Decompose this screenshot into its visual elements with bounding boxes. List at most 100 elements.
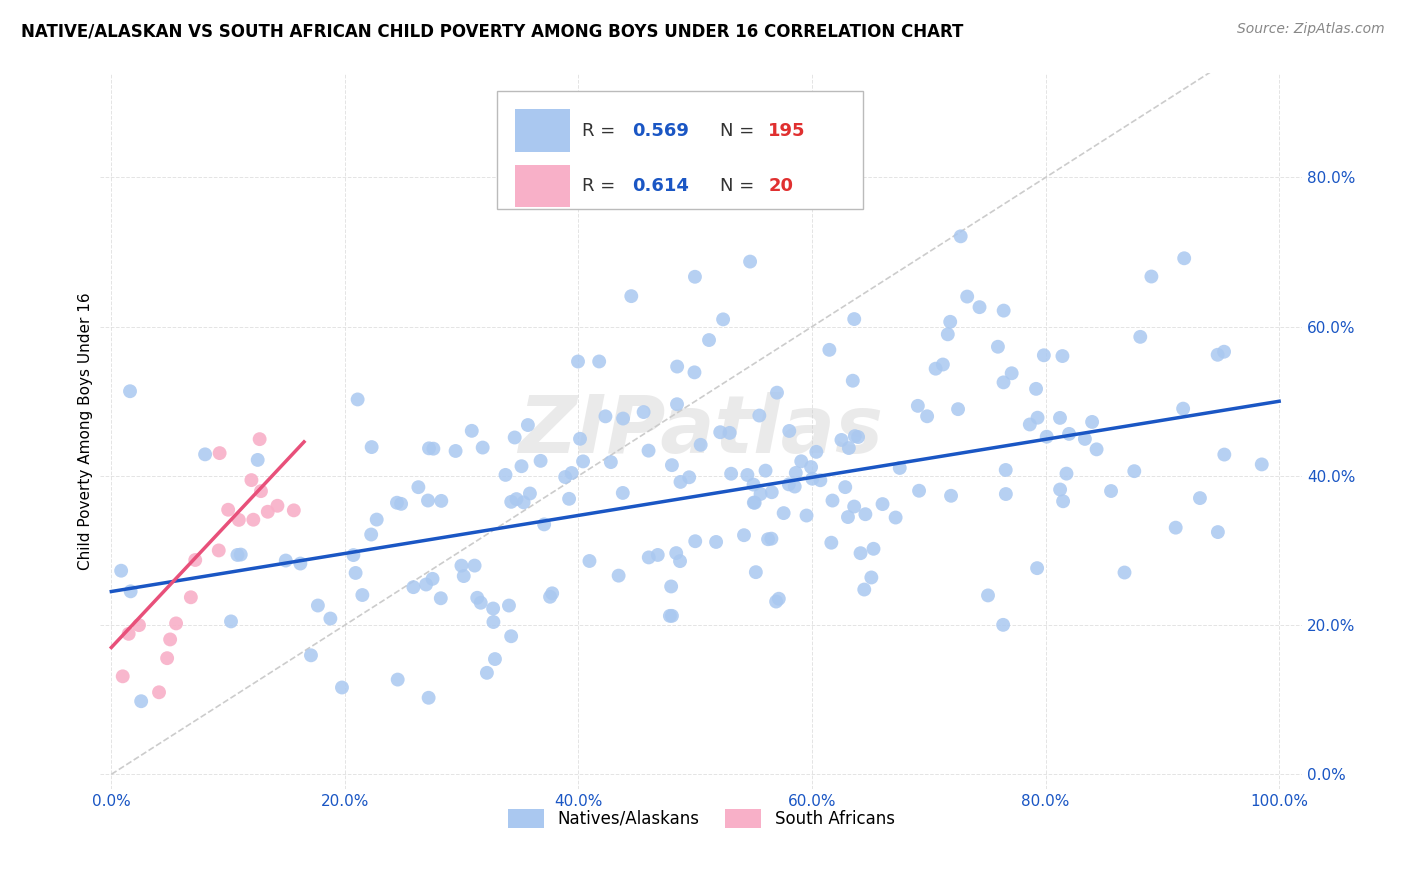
Point bbox=[408, 480, 430, 494]
Text: 20: 20 bbox=[769, 177, 793, 195]
Point bbox=[495, 467, 517, 482]
Point bbox=[737, 467, 759, 482]
Point bbox=[1099, 483, 1122, 498]
Point bbox=[658, 608, 681, 623]
Point bbox=[217, 502, 239, 516]
Point bbox=[853, 582, 876, 597]
Point bbox=[156, 651, 179, 665]
Point bbox=[453, 569, 475, 583]
Text: 0.569: 0.569 bbox=[633, 121, 689, 139]
Point bbox=[1213, 448, 1236, 462]
Point bbox=[422, 442, 444, 456]
Point bbox=[742, 477, 765, 491]
Point bbox=[208, 543, 231, 558]
Point bbox=[482, 615, 505, 629]
Point bbox=[820, 535, 842, 549]
Point bbox=[924, 361, 946, 376]
Point bbox=[1074, 432, 1097, 446]
Text: 195: 195 bbox=[769, 121, 806, 139]
Point bbox=[709, 425, 731, 440]
Point bbox=[1123, 464, 1146, 478]
Point bbox=[240, 473, 263, 487]
Point bbox=[1026, 410, 1049, 425]
Point bbox=[853, 507, 876, 521]
Point bbox=[567, 354, 589, 368]
Point bbox=[228, 513, 250, 527]
Point bbox=[665, 546, 688, 560]
Point bbox=[800, 460, 823, 475]
Point bbox=[184, 553, 207, 567]
Point bbox=[416, 493, 439, 508]
Point bbox=[754, 464, 776, 478]
Point bbox=[1206, 348, 1229, 362]
Point bbox=[246, 453, 269, 467]
Point bbox=[503, 430, 526, 444]
Point bbox=[1173, 252, 1195, 266]
Point bbox=[1057, 426, 1080, 441]
Text: N =: N = bbox=[720, 177, 761, 195]
Point bbox=[749, 487, 772, 501]
Point bbox=[744, 496, 766, 510]
Point bbox=[578, 554, 600, 568]
Point bbox=[956, 289, 979, 303]
Point bbox=[482, 601, 505, 615]
Point bbox=[844, 312, 866, 326]
Point bbox=[1049, 483, 1071, 497]
Point bbox=[418, 442, 440, 456]
Point bbox=[844, 500, 866, 514]
Text: NATIVE/ALASKAN VS SOUTH AFRICAN CHILD POVERTY AMONG BOYS UNDER 16 CORRELATION CH: NATIVE/ALASKAN VS SOUTH AFRICAN CHILD PO… bbox=[21, 22, 963, 40]
Point bbox=[159, 632, 181, 647]
Point bbox=[366, 512, 388, 526]
FancyBboxPatch shape bbox=[515, 165, 569, 207]
Point bbox=[249, 432, 271, 446]
Point bbox=[666, 397, 689, 411]
Point bbox=[385, 496, 408, 510]
Point bbox=[465, 591, 488, 605]
Point bbox=[118, 627, 141, 641]
Point bbox=[283, 503, 305, 517]
Point bbox=[1018, 417, 1040, 432]
Point bbox=[620, 289, 643, 303]
Text: Source: ZipAtlas.com: Source: ZipAtlas.com bbox=[1237, 22, 1385, 37]
Point bbox=[1250, 458, 1272, 472]
Point bbox=[1188, 491, 1211, 505]
Point bbox=[352, 588, 374, 602]
Point bbox=[778, 477, 800, 491]
Point bbox=[194, 447, 217, 461]
Point bbox=[834, 480, 856, 494]
Point bbox=[806, 445, 828, 459]
Point bbox=[475, 665, 498, 680]
Point bbox=[994, 463, 1017, 477]
Point bbox=[939, 489, 962, 503]
Point bbox=[484, 652, 506, 666]
Point bbox=[516, 418, 538, 433]
Text: R =: R = bbox=[582, 177, 621, 195]
Point bbox=[830, 433, 852, 447]
Point bbox=[849, 546, 872, 560]
Point bbox=[330, 681, 353, 695]
Legend: Natives/Alaskans, South Africans: Natives/Alaskans, South Africans bbox=[501, 802, 901, 835]
Point bbox=[844, 429, 866, 443]
Point bbox=[801, 472, 824, 486]
Point bbox=[838, 441, 860, 455]
Point bbox=[422, 572, 444, 586]
Point bbox=[977, 589, 1000, 603]
Point bbox=[637, 550, 659, 565]
Point bbox=[1001, 366, 1024, 380]
Point bbox=[607, 568, 630, 582]
Point bbox=[1032, 348, 1054, 362]
Point bbox=[946, 402, 969, 417]
Point bbox=[1164, 521, 1187, 535]
Point bbox=[949, 229, 972, 244]
Point bbox=[756, 533, 779, 547]
Point bbox=[612, 411, 634, 425]
Point bbox=[683, 534, 706, 549]
Point bbox=[742, 495, 765, 509]
Point bbox=[319, 611, 342, 625]
Point bbox=[533, 517, 555, 532]
Point bbox=[588, 354, 610, 368]
Point bbox=[842, 374, 865, 388]
Point bbox=[908, 483, 931, 498]
Text: N =: N = bbox=[720, 121, 761, 139]
Point bbox=[561, 466, 583, 480]
